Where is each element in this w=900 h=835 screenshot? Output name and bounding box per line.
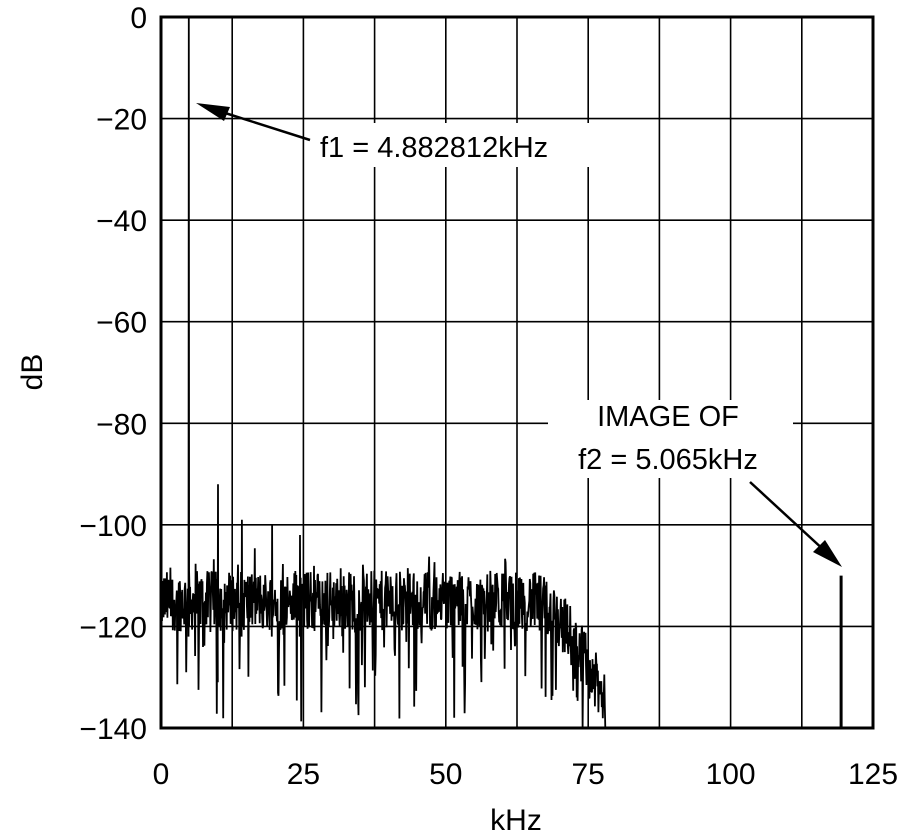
y-tick-label: −140: [79, 713, 147, 746]
spectrum-trace: [160, 16, 843, 729]
x-tick-label: 125: [848, 758, 898, 791]
f1-arrow-shaft: [221, 110, 311, 142]
f2-arrowhead: [813, 540, 842, 567]
y-axis-title: dB: [16, 354, 49, 391]
y-tick-labels: 0 −20 −40 −60 −80 −100 −120 −140: [79, 2, 147, 746]
annotations: f1 = 4.882812kHz IMAGE OF f2 = 5.065kHz: [196, 103, 842, 567]
y-tick-label: 0: [130, 2, 147, 35]
f1-arrowhead: [196, 103, 230, 121]
noise-floor-trace: [160, 16, 607, 729]
x-axis-title: kHz: [490, 804, 542, 835]
x-tick-label: 100: [706, 758, 756, 791]
y-tick-label: −80: [96, 408, 147, 441]
x-tick-labels: 0 25 50 75 100 125: [153, 758, 898, 791]
y-tick-label: −20: [96, 104, 147, 137]
y-tick-label: −100: [79, 510, 147, 543]
y-tick-label: −60: [96, 307, 147, 340]
y-tick-label: −40: [96, 205, 147, 238]
x-tick-label: 75: [572, 758, 605, 791]
f1-annotation: f1 = 4.882812kHz: [320, 132, 548, 164]
f2-label-background: [548, 400, 793, 478]
x-tick-label: 0: [153, 758, 170, 791]
f2-arrow-shaft: [749, 481, 827, 553]
x-tick-label: 50: [429, 758, 462, 791]
f2-annotation-line2: f2 = 5.065kHz: [578, 444, 758, 476]
f1-label-background: [312, 123, 590, 167]
y-tick-label: −120: [79, 611, 147, 644]
plot-frame: [159, 15, 875, 730]
f2-annotation-line1: IMAGE OF: [597, 401, 739, 433]
x-tick-label: 25: [287, 758, 320, 791]
